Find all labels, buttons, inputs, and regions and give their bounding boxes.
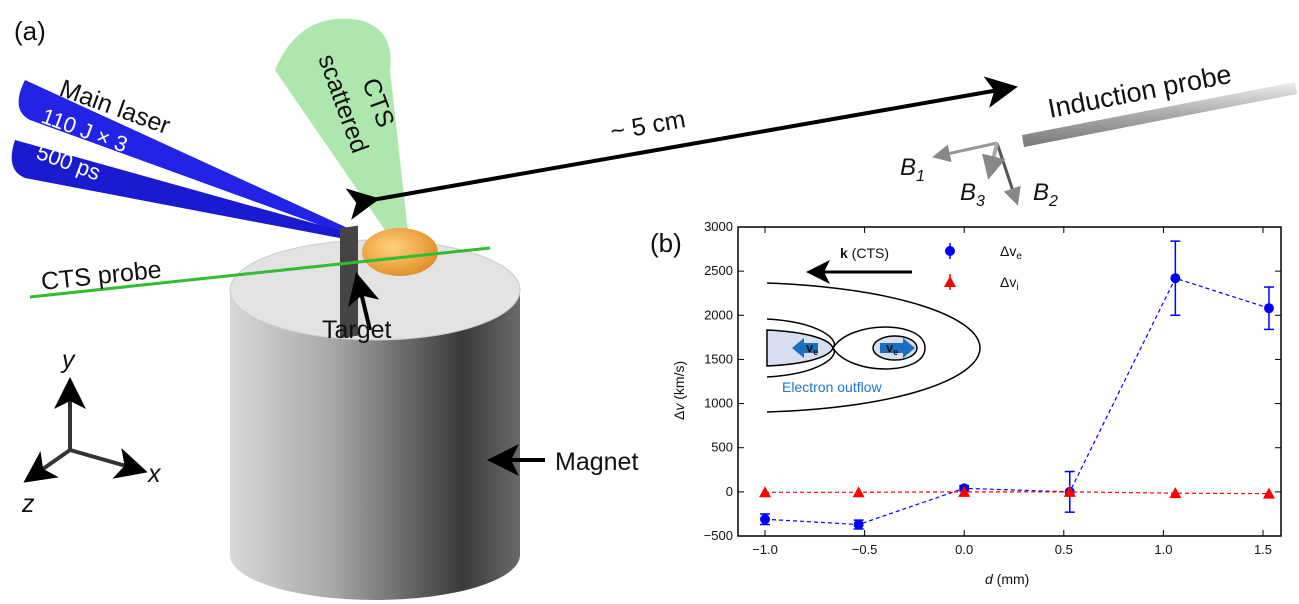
target-arrow — [348, 272, 380, 331]
x-tick-label: 1.5 — [1254, 542, 1272, 557]
data-point — [958, 485, 971, 497]
distance-label: ~ 5 cm — [608, 105, 687, 146]
magnet-label: Magnet — [555, 448, 638, 476]
cts-probe-beam — [29, 246, 491, 299]
y-tick-label: 2000 — [704, 307, 733, 322]
y-tick-label: 3000 — [704, 219, 733, 234]
legend: Δve Δvi — [944, 243, 1022, 293]
legend-marker — [945, 246, 955, 256]
magnet-cylinder — [229, 239, 521, 600]
inset-ve-left: ve — [806, 340, 818, 357]
inset-outflow-label: Electron outflow — [782, 379, 882, 395]
plot-frame — [737, 226, 1282, 537]
legend-label-vi: Δvi — [1000, 274, 1019, 293]
legend-label-ve: Δve — [1000, 243, 1022, 262]
panel-a-label: (a) — [14, 16, 46, 46]
b1-label: B1 — [900, 154, 925, 185]
y-tick-label: 1000 — [704, 396, 733, 411]
x-tick-label: 1.0 — [1154, 542, 1172, 557]
data-point — [1063, 485, 1076, 497]
panel-b-label: (b) — [650, 228, 682, 258]
y-tick-label: 1500 — [704, 351, 733, 366]
axis-y-label: y — [60, 346, 76, 374]
data-point — [1262, 487, 1275, 499]
inset-diagram: k (CTS) ve ve Electron outflow — [766, 245, 981, 413]
main-laser-beams — [11, 80, 353, 240]
x-tick-label: 0.5 — [1055, 542, 1073, 557]
distance-arrow — [345, 76, 1018, 220]
axis-x-label: x — [147, 460, 162, 488]
data-point — [853, 519, 864, 530]
y-tick-label: 500 — [711, 440, 733, 455]
data-point — [1169, 487, 1182, 499]
x-tick-label: 0.0 — [955, 542, 973, 557]
target-label: Target — [322, 316, 392, 344]
x-tick-label: −1.0 — [752, 542, 778, 557]
data-point — [1263, 303, 1274, 314]
legend-marker — [944, 276, 956, 287]
y-tick-label: 0 — [726, 484, 733, 499]
series-line-0 — [764, 277, 1270, 526]
data-point — [1170, 273, 1181, 284]
chart-area: −1.0 −0.5 0.0 0.5 1.0 1.5 −500 0 500 1000 1500 2000… — [704, 219, 1281, 557]
b-field-axes — [932, 141, 1021, 206]
data-point — [852, 486, 865, 498]
y-tick-label: −500 — [704, 528, 733, 543]
b2-label: B2 — [1033, 179, 1058, 210]
series-line-1 — [765, 491, 1269, 495]
axis-z-label: z — [21, 490, 35, 518]
b3-label: B3 — [960, 179, 985, 210]
y-axis-label: Δv (km/s) — [671, 361, 687, 420]
x-axis-label: d (mm) — [985, 571, 1029, 587]
inset-k-label: k (CTS) — [840, 245, 889, 261]
inset-ve-right: ve — [886, 340, 898, 357]
data-point — [760, 514, 770, 525]
data-point — [759, 486, 771, 498]
plasma-plume — [362, 228, 438, 276]
x-tick-label: −0.5 — [852, 542, 878, 557]
y-tick-label: 2500 — [704, 263, 733, 278]
induction-probe-rod — [1022, 82, 1297, 147]
coordinate-axes — [23, 377, 148, 483]
